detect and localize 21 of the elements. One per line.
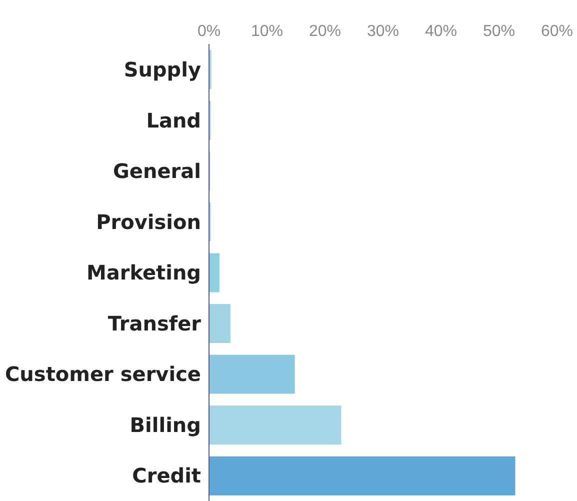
y-tick-label: General — [113, 159, 201, 184]
bar — [209, 304, 230, 343]
bar — [209, 456, 516, 496]
bar — [209, 354, 295, 394]
y-tick-label: Billing — [130, 412, 201, 437]
x-tick-label: 20% — [308, 23, 342, 40]
y-tick-label: Marketing — [86, 260, 201, 285]
y-tick-label: Land — [146, 108, 201, 132]
x-tick-label: 40% — [424, 23, 458, 40]
bar — [209, 406, 342, 445]
x-tick-label: 10% — [250, 23, 284, 40]
y-tick-label: Customer service — [5, 362, 201, 386]
y-tick-label: Supply — [124, 57, 201, 82]
x-tick-label: 50% — [482, 23, 516, 40]
y-tick-label: Provision — [96, 210, 201, 234]
y-tick-label: Transfer — [108, 311, 202, 336]
x-tick-label: 0% — [197, 23, 221, 40]
bar — [209, 253, 220, 292]
x-tick-label: 30% — [366, 23, 400, 40]
x-tick-label: 60% — [540, 23, 574, 40]
y-tick-label: Credit — [132, 464, 202, 488]
